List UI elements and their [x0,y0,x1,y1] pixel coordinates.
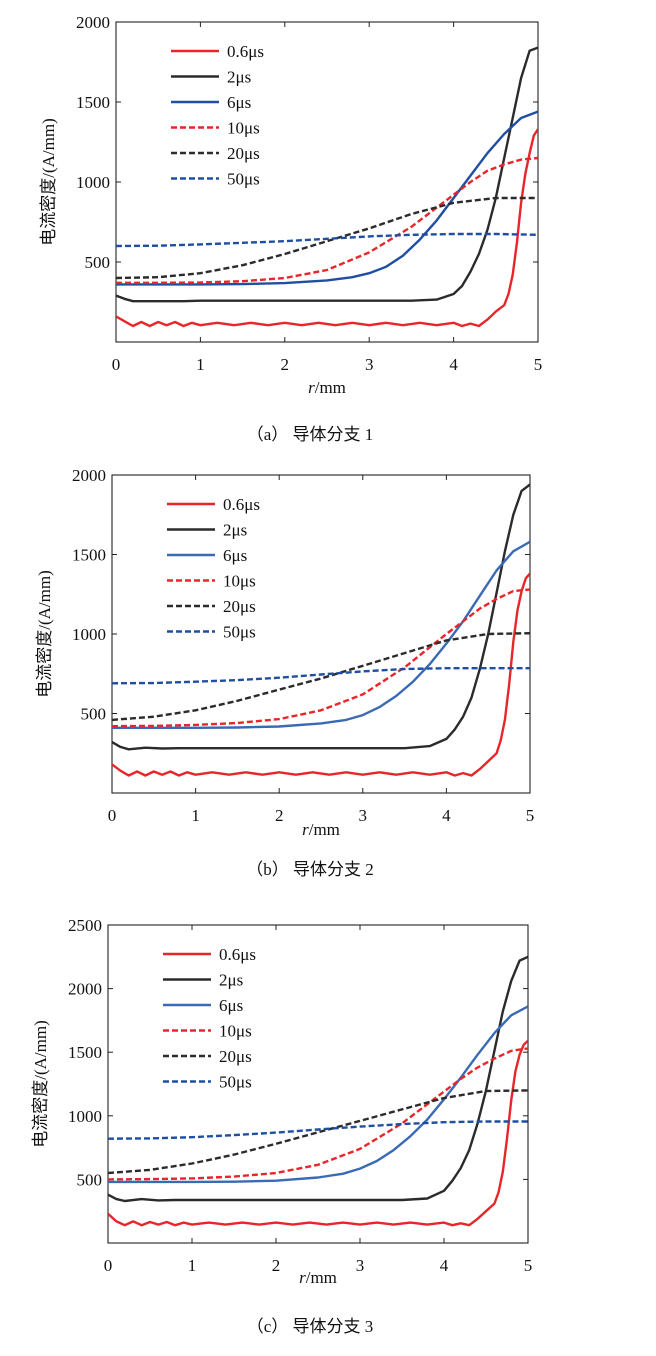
series-line-1 [108,955,528,1203]
y-tick-label: 1500 [72,546,106,565]
series-line-2 [108,1005,528,1184]
legend-label-0: 0.6μs [223,495,260,514]
series-line-3 [108,1047,528,1181]
x-axis-label: r/mm [308,378,346,397]
legend-label-4: 20μs [223,597,256,616]
y-tick-label: 1500 [76,93,110,112]
x-tick-label: 1 [191,806,200,825]
y-tick-label: 1000 [72,625,106,644]
x-tick-label: 4 [442,806,451,825]
series-line-0 [108,1039,528,1227]
figure-caption: （b） 导体分支 2 [246,860,374,879]
series-line-2 [116,110,538,286]
y-tick-label: 1000 [76,173,110,192]
y-tick-label: 2500 [68,916,102,935]
figure-caption: （a） 导体分支 1 [247,425,374,444]
x-tick-label: 2 [275,806,284,825]
y-axis-label: 电流密度/(A/mm) [39,118,58,246]
figure-caption: （c） 导体分支 3 [247,1317,374,1336]
legend-label-1: 2μs [223,521,247,540]
series-line-5 [112,667,530,685]
legend-label-2: 6μs [223,546,247,565]
plot-frame [115,21,539,343]
legend-label-5: 50μs [219,1073,252,1092]
x-tick-label: 3 [365,355,374,374]
x-tick-label: 1 [188,1256,197,1275]
y-tick-label: 1500 [68,1043,102,1062]
series-line-5 [116,232,538,248]
series-line-3 [116,156,538,284]
series-line-0 [116,128,538,328]
chart-panel-b: 0 1 2 3 4 5 500 1000 1500 2000 0.6μs 2μs 6μs 10μs 20μs… [35,466,535,879]
x-tick-label: 4 [449,355,458,374]
y-tick-label: 1000 [68,1107,102,1126]
chart-panel-c: 0 1 2 3 4 5 500 1000 1500 2000 2500 0.6μs 2μs 6μs 10μs… [31,916,533,1336]
legend-label-1: 2μs [219,971,243,990]
x-tick-label: 5 [534,355,543,374]
x-tick-label: 4 [440,1256,449,1275]
y-tick-label: 500 [81,705,107,724]
y-axis-label: 电流密度/(A/mm) [35,570,54,698]
series-line-0 [112,572,530,777]
x-tick-label: 2 [272,1256,281,1275]
chart-panel-a: 0 1 2 3 4 5 500 1000 1500 2000 0.6μs 2μs 6μs 10μs 20μs… [39,13,543,444]
x-axis-label: r/mm [299,1268,337,1287]
series-line-4 [116,196,538,280]
x-tick-label: 0 [112,355,121,374]
series-line-2 [112,540,530,729]
x-tick-label: 0 [104,1256,113,1275]
legend-label-4: 20μs [227,144,260,163]
legend-label-3: 10μs [223,572,256,591]
legend-label-0: 0.6μs [219,945,256,964]
y-tick-label: 500 [77,1170,103,1189]
x-tick-label: 5 [526,806,535,825]
y-tick-label: 500 [85,253,111,272]
legend-label-4: 20μs [219,1047,252,1066]
series-line-1 [116,46,538,303]
legend-label-2: 6μs [219,996,243,1015]
series-line-3 [112,588,530,728]
x-tick-label: 2 [281,355,290,374]
x-axis-label: r/mm [302,820,340,839]
y-tick-label: 2000 [68,980,102,999]
x-tick-label: 3 [359,806,368,825]
plot-frame [111,474,531,794]
plot-frame [107,924,529,1244]
legend-label-2: 6μs [227,93,251,112]
legend-label-1: 2μs [227,68,251,87]
x-tick-label: 5 [524,1256,533,1275]
series-line-1 [112,483,530,751]
legend-label-3: 10μs [219,1022,252,1041]
y-axis-label: 电流密度/(A/mm) [31,1020,50,1148]
x-tick-label: 3 [356,1256,365,1275]
x-tick-label: 0 [108,806,117,825]
series-line-5 [108,1120,528,1140]
legend-label-5: 50μs [223,623,256,642]
legend-label-3: 10μs [227,119,260,138]
y-tick-label: 2000 [76,13,110,32]
legend-label-0: 0.6μs [227,42,264,61]
legend-label-5: 50μs [227,170,260,189]
y-tick-label: 2000 [72,466,106,485]
x-tick-label: 1 [196,355,205,374]
